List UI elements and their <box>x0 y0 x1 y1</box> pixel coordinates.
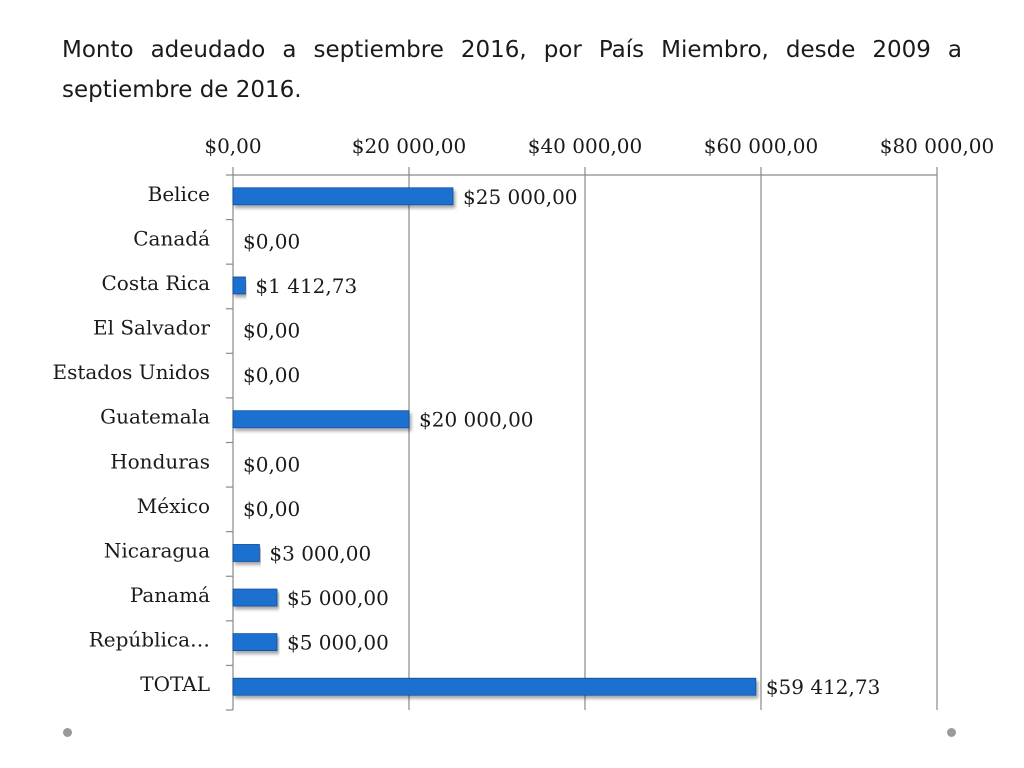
data-label: $5 000,00 <box>287 631 389 655</box>
category-label: Canadá <box>133 226 210 250</box>
category-label: El Salvador <box>93 316 210 340</box>
category-label: TOTAL <box>140 672 210 696</box>
x-tick-label: $0,00 <box>204 134 261 158</box>
data-label: $0,00 <box>243 363 300 387</box>
data-label: $1 412,73 <box>255 274 357 298</box>
data-label: $0,00 <box>243 319 300 343</box>
data-label: $25 000,00 <box>463 185 578 209</box>
category-label: Costa Rica <box>101 271 210 295</box>
bar <box>232 544 260 562</box>
bars <box>232 187 757 696</box>
x-tick-label: $80 000,00 <box>880 134 995 158</box>
data-label: $0,00 <box>243 229 300 253</box>
x-tick-label: $20 000,00 <box>352 134 467 158</box>
category-label: Nicaragua <box>104 538 210 562</box>
category-label: Guatemala <box>100 405 210 429</box>
slide-dot-left <box>63 728 72 737</box>
gridlines <box>408 175 938 710</box>
data-label: $0,00 <box>243 452 300 476</box>
category-label: República… <box>89 628 210 652</box>
axes <box>226 167 938 711</box>
bar <box>232 187 454 206</box>
labels: $0,00 $20 000,00 $40 000,00 $60 000,00 $80 0… <box>52 134 994 699</box>
x-tick-label: $60 000,00 <box>704 134 819 158</box>
slide-dot-right <box>947 728 956 737</box>
category-label: México <box>137 494 210 518</box>
category-label: Belice <box>148 182 210 206</box>
category-label: Estados Unidos <box>52 360 210 384</box>
bar <box>232 677 757 696</box>
bar <box>232 410 410 429</box>
bar <box>232 588 278 607</box>
data-label: $20 000,00 <box>419 408 534 432</box>
data-label: $5 000,00 <box>287 586 389 610</box>
x-tick-label: $40 000,00 <box>528 134 643 158</box>
bar <box>232 276 246 295</box>
bar <box>232 633 278 652</box>
data-label: $59 412,73 <box>766 675 881 699</box>
chart-title: Monto adeudado a septiembre 2016, por Pa… <box>62 37 962 103</box>
data-label: $0,00 <box>243 497 300 521</box>
category-label: Honduras <box>110 449 210 473</box>
data-label: $3 000,00 <box>269 541 371 565</box>
category-label: Panamá <box>130 583 210 607</box>
